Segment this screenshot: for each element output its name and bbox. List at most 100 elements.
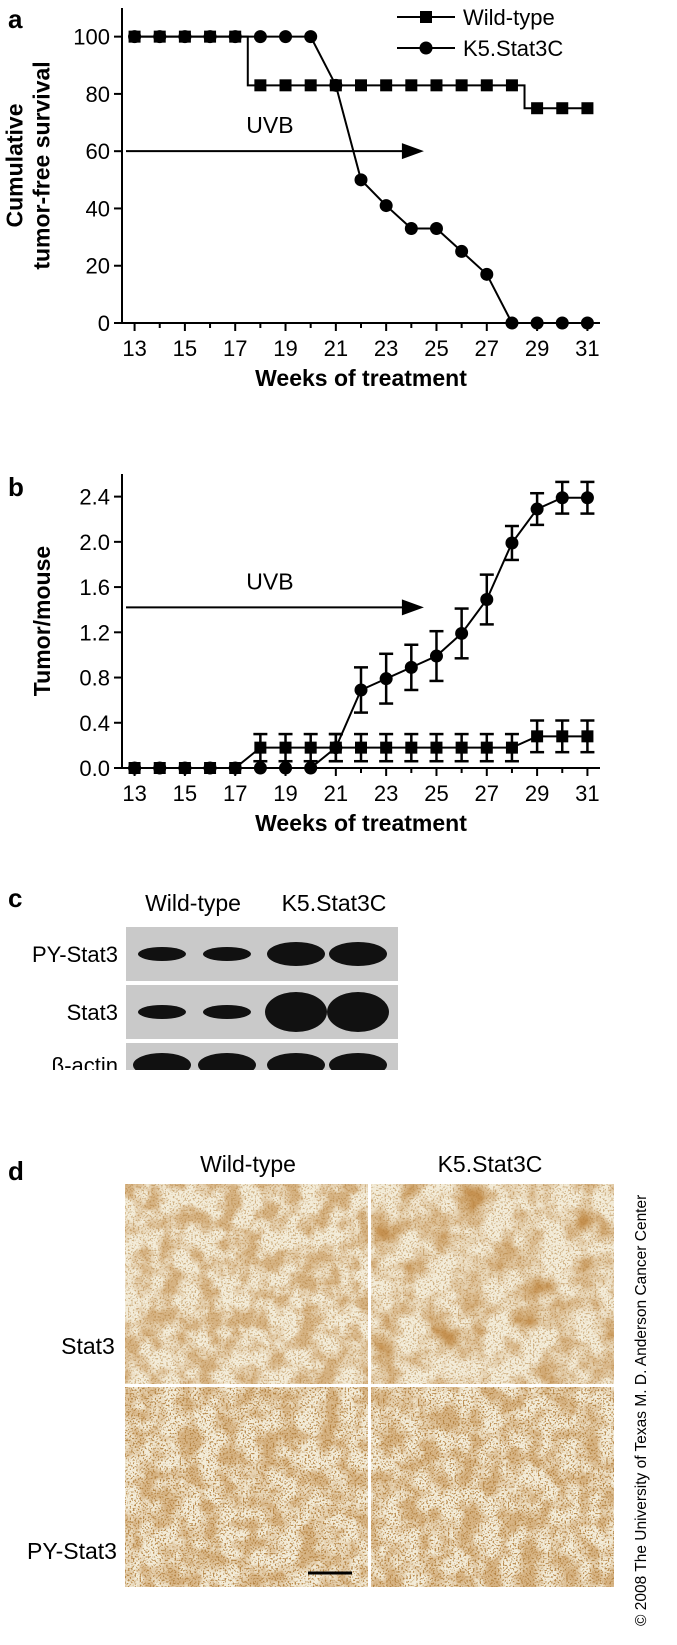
y-tick-label: 40 (86, 196, 110, 221)
data-point-square (556, 730, 569, 743)
x-axis-label: Weeks of treatment (255, 810, 467, 836)
y-tick-label: 80 (86, 82, 110, 107)
histology-row-label-stat3: Stat3 (61, 1333, 115, 1359)
data-point-square (556, 102, 569, 115)
blot-band (138, 947, 186, 961)
x-tick-label: 13 (122, 336, 146, 361)
y-axis-label: Cumulative (2, 104, 28, 228)
data-point-square (430, 79, 443, 92)
nuclei-layer (125, 1184, 368, 1384)
data-point-square (581, 730, 594, 743)
blot-band (138, 1005, 186, 1019)
data-point-circle (253, 30, 267, 44)
x-tick-label: 31 (575, 781, 599, 806)
x-axis-label: Weeks of treatment (255, 365, 467, 391)
data-point-square (480, 79, 493, 92)
blot-band (327, 992, 389, 1032)
data-point-circle (304, 761, 318, 775)
data-point-square (279, 79, 292, 92)
nuclei-layer (371, 1184, 614, 1384)
blot-band (203, 1005, 251, 1019)
x-tick-label: 21 (324, 781, 348, 806)
histology-panel: d Wild-type K5.Stat3C Stat3 PY-Stat3 (8, 1151, 614, 1587)
uvb-label: UVB (246, 112, 293, 138)
panel-letter-a: a (8, 4, 23, 34)
data-point-circle (178, 30, 192, 44)
y-tick-label: 0.8 (79, 666, 110, 691)
x-tick-label: 13 (122, 781, 146, 806)
data-point-circle (505, 536, 519, 550)
histology-texture (371, 1184, 614, 1384)
data-point-circle (304, 30, 318, 44)
data-point-circle (228, 30, 242, 44)
data-point-circle (153, 30, 167, 44)
data-point-circle (429, 649, 443, 663)
data-point-square (505, 741, 518, 754)
series-line (134, 496, 588, 769)
x-tick-label: 19 (273, 781, 297, 806)
x-tick-label: 25 (424, 781, 448, 806)
data-point-circle (128, 30, 142, 44)
data-point-circle (429, 222, 443, 235)
panel-letter-b: b (8, 472, 24, 502)
data-point-square (480, 741, 493, 754)
blot-band (203, 947, 251, 961)
data-point-square (304, 79, 317, 92)
x-tick-label: 15 (173, 781, 197, 806)
data-point-circle (480, 267, 494, 281)
data-point-circle (530, 316, 544, 330)
y-tick-label: 1.2 (79, 620, 110, 645)
y-tick-label: 2.0 (79, 530, 110, 555)
data-point-circle (404, 660, 418, 674)
data-point-square (531, 102, 544, 115)
blot-group-label-wild-type: Wild-type (145, 890, 241, 916)
nuclei-layer (371, 1387, 614, 1587)
data-point-circle (203, 30, 217, 44)
legend-label: Wild-type (463, 5, 555, 30)
data-point-circle (580, 491, 594, 505)
histology-column-label-k5-stat3c: K5.Stat3C (438, 1151, 543, 1177)
data-point-circle (580, 316, 594, 330)
data-point-square (254, 741, 267, 754)
data-point-circle (455, 626, 469, 640)
x-tick-label: 27 (475, 781, 499, 806)
y-tick-label: 1.6 (79, 575, 110, 600)
data-point-circle (228, 761, 242, 775)
blot-band (133, 1053, 191, 1070)
histology-texture (371, 1387, 614, 1587)
data-point-circle (178, 761, 192, 775)
data-point-square (455, 79, 468, 92)
y-axis-label: Tumor/mouse (29, 546, 55, 696)
data-point-circle (279, 761, 293, 775)
data-point-circle (253, 761, 267, 775)
data-point-circle (555, 316, 569, 330)
data-point-square (254, 79, 267, 92)
data-point-circle (203, 761, 217, 775)
y-tick-label: 60 (86, 139, 110, 164)
blot-band (198, 1053, 256, 1070)
legend-label: K5.Stat3C (463, 36, 563, 61)
data-point-circle (455, 244, 469, 258)
data-point-circle (329, 78, 343, 92)
uvb-label: UVB (246, 568, 293, 594)
blot-group-label-k5-stat3c: K5.Stat3C (282, 890, 387, 916)
x-tick-label: 29 (525, 781, 549, 806)
data-point-circle (279, 30, 293, 44)
data-point-square (380, 741, 393, 754)
y-axis-label: tumor-free survival (29, 61, 55, 269)
data-point-circle (379, 672, 393, 686)
uvb-arrow-head (401, 599, 424, 616)
data-point-square (405, 741, 418, 754)
data-point-circle (404, 222, 418, 235)
y-tick-label: 0.4 (79, 711, 110, 736)
y-tick-label: 100 (73, 25, 110, 50)
legend-marker-square (420, 11, 432, 23)
data-point-square (455, 741, 468, 754)
copyright-notice: © 2008 The University of Texas M. D. And… (633, 1195, 650, 1626)
data-point-square (304, 741, 317, 754)
data-point-circle (128, 761, 142, 775)
panel-letter-c: c (8, 883, 22, 913)
data-point-square (581, 102, 594, 115)
data-point-square (505, 79, 518, 92)
data-point-square (355, 79, 367, 92)
